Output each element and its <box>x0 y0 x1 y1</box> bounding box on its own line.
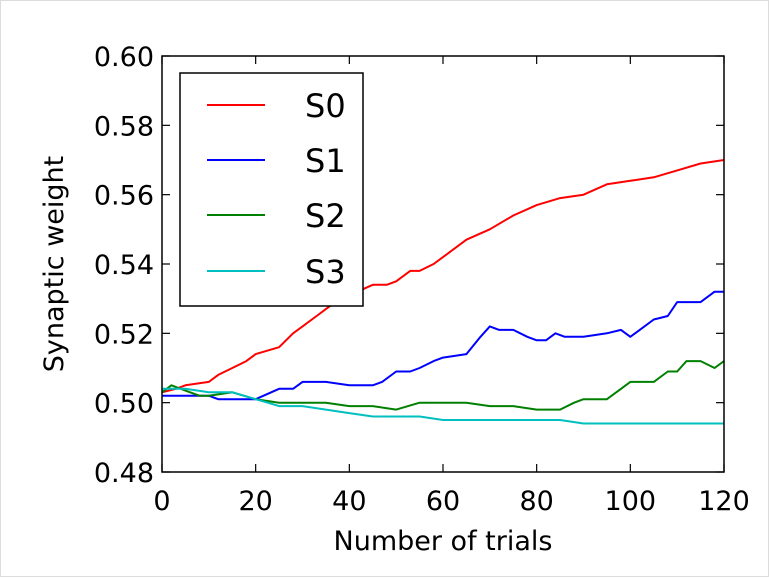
legend: S0 S1 S2 S3 <box>179 72 364 307</box>
legend-box <box>179 72 364 307</box>
y-axis-title: Synaptic weight <box>39 156 70 372</box>
series-line-s2 <box>161 360 725 411</box>
x-tick-label: 0 <box>153 486 170 517</box>
legend-label-s2: S2 <box>305 197 346 235</box>
x-tick-label: 120 <box>698 486 750 517</box>
tick-layer: 0 20 40 60 80 100 120 0.48 0.50 0.52 0.54 0.56 0.58 0… <box>94 42 750 517</box>
y-tick-label: 0.52 <box>94 319 154 350</box>
series-layer <box>161 159 725 425</box>
y-tick-label: 0.48 <box>94 458 154 489</box>
y-tick-label: 0.54 <box>94 250 154 281</box>
x-tick-label: 80 <box>519 486 553 517</box>
x-tick-label: 100 <box>605 486 657 517</box>
legend-label-s1: S1 <box>305 142 346 180</box>
x-axis-title: Number of trials <box>334 526 553 557</box>
series-line-s0 <box>161 159 725 394</box>
legend-label-s3: S3 <box>305 253 346 291</box>
x-tick-label: 40 <box>332 486 366 517</box>
legend-items: S0 S1 S2 S3 <box>207 87 346 291</box>
y-tick-label: 0.60 <box>94 42 154 73</box>
x-tick-label: 60 <box>426 486 460 517</box>
legend-label-s0: S0 <box>305 87 346 125</box>
series-line-s1 <box>162 290 724 401</box>
x-tick-label: 20 <box>238 486 272 517</box>
y-tick-label: 0.56 <box>94 181 154 212</box>
series-line-s3 <box>162 387 724 425</box>
y-tick-label: 0.58 <box>94 111 154 142</box>
y-tick-label: 0.50 <box>94 389 154 420</box>
